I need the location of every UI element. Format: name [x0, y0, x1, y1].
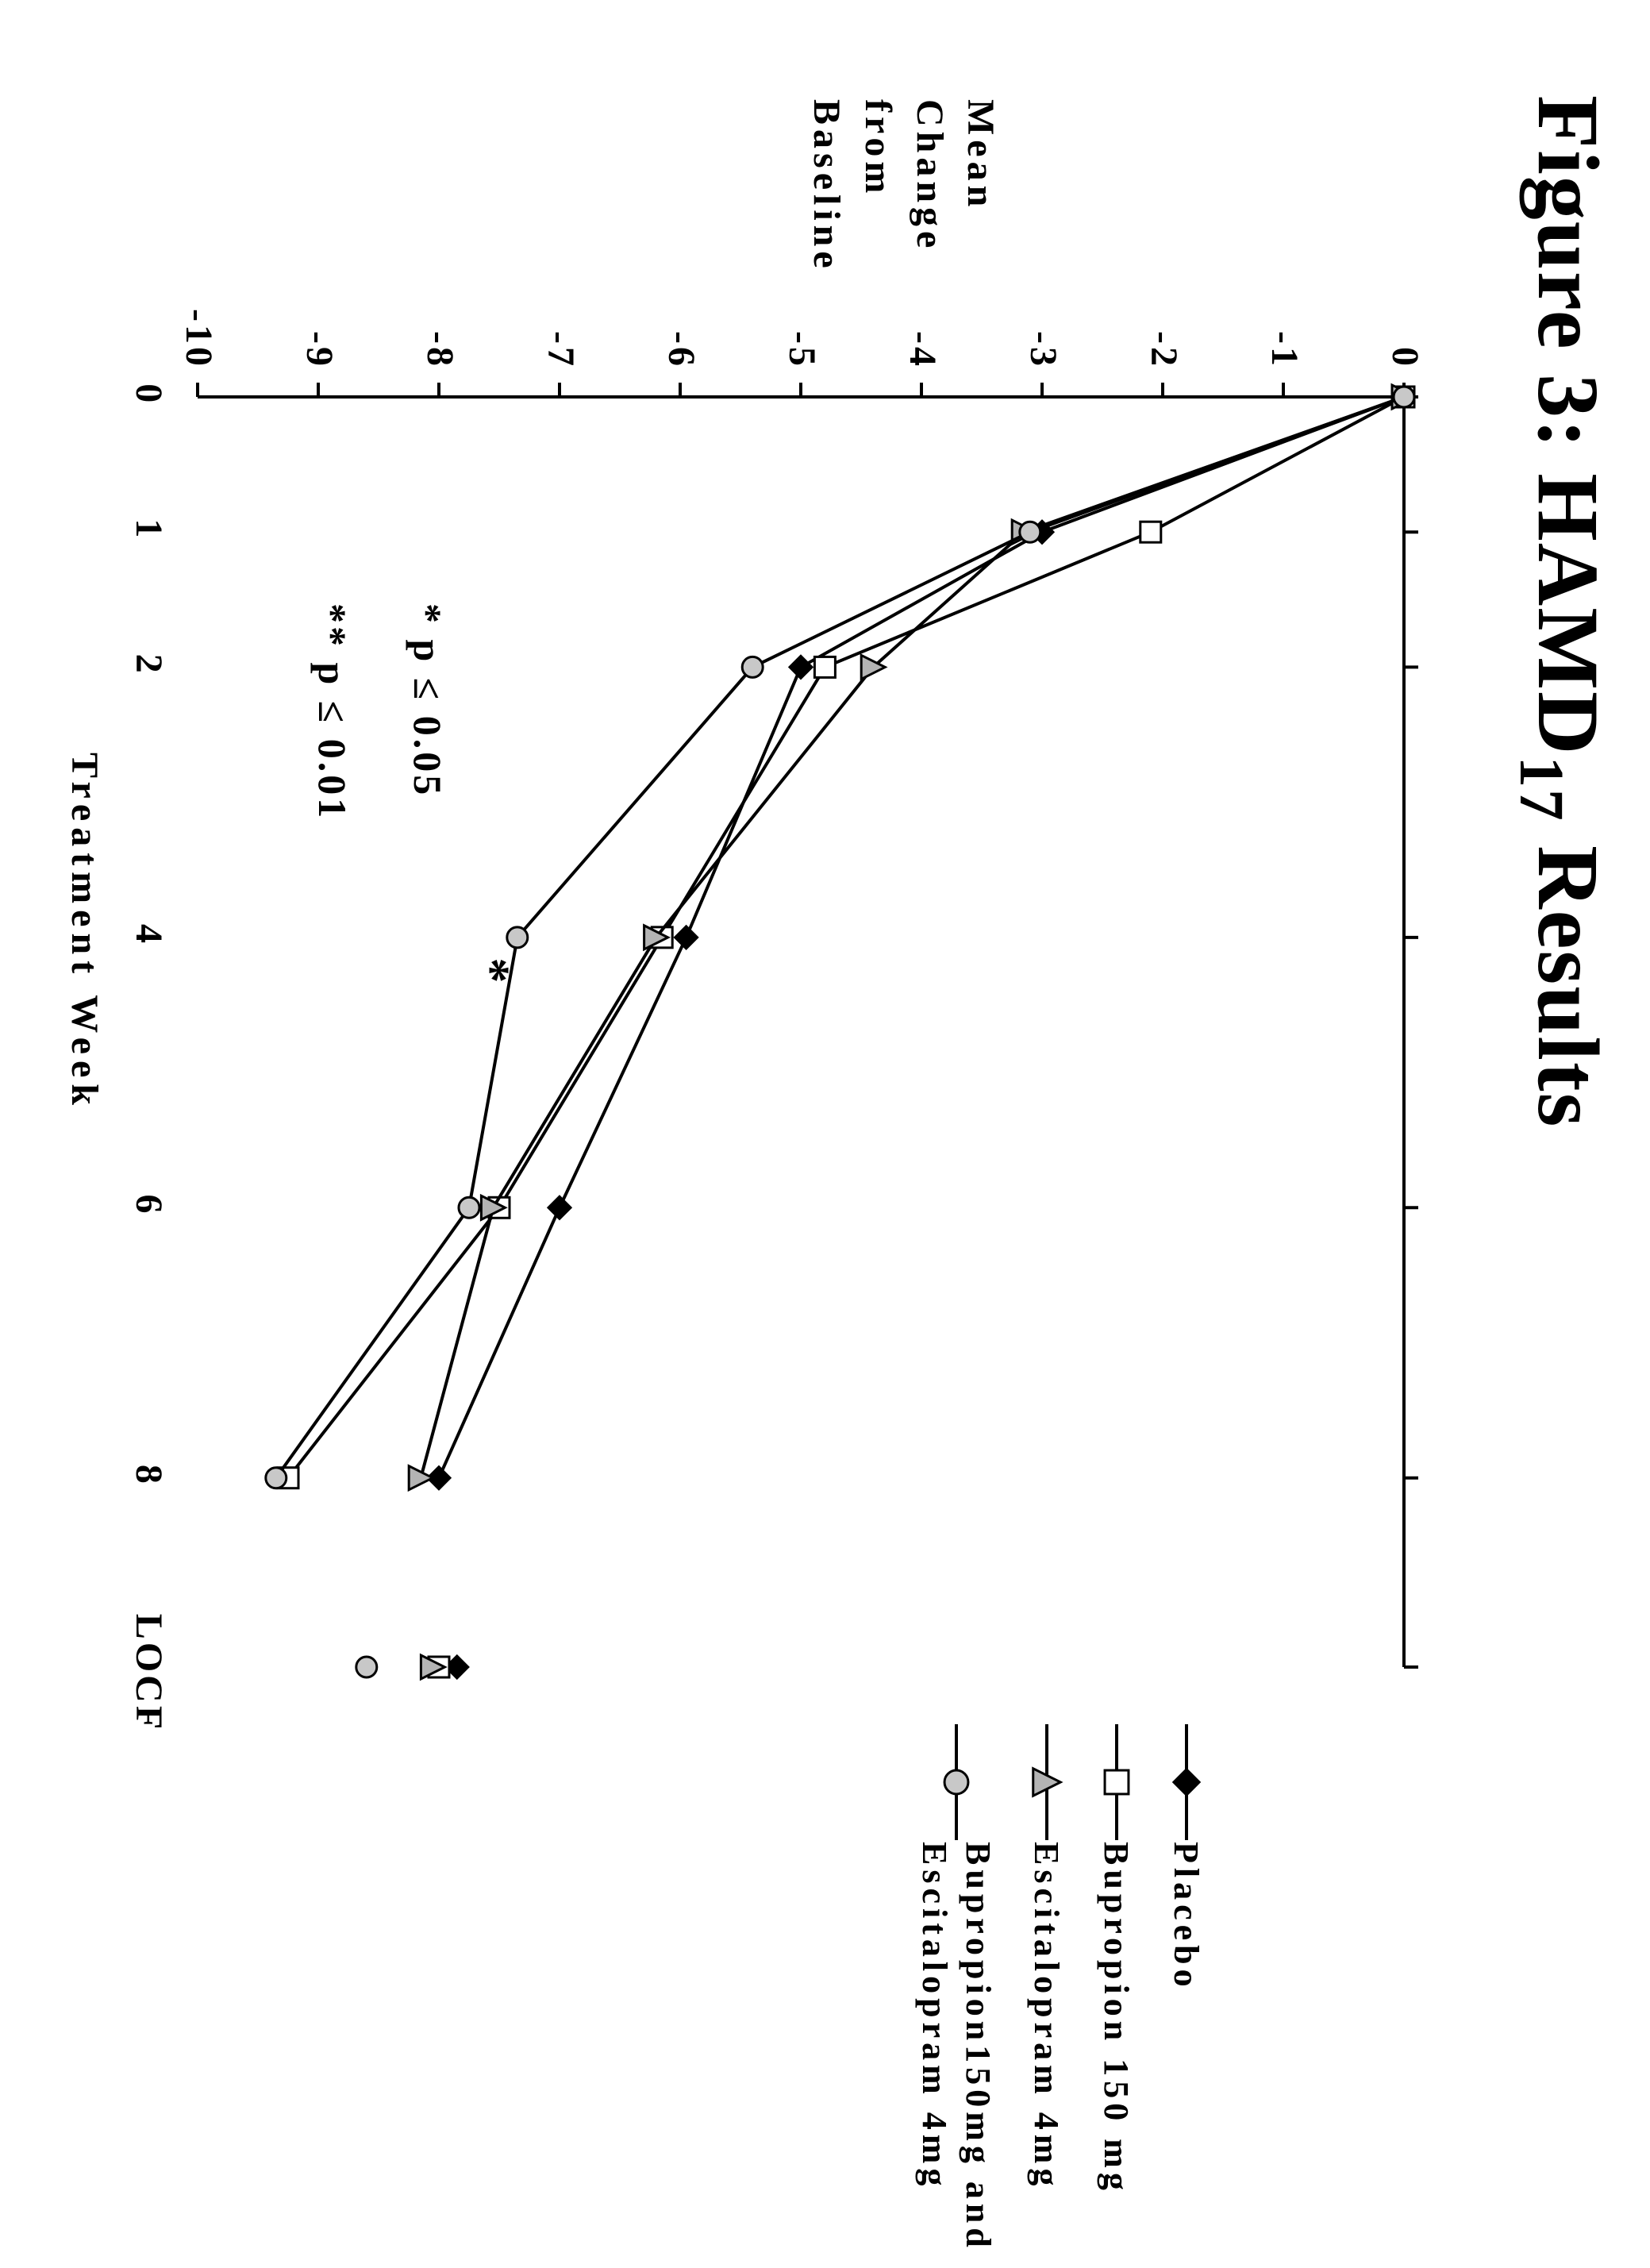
x-tick-label: LOCF: [127, 1614, 171, 1732]
inner-canvas: Figure 3: HAMD17 Results MeanChangefromB…: [0, 0, 1650, 2268]
series-line: [439, 397, 1404, 1478]
marker-circle: [944, 1770, 968, 1794]
y-axis-label-line: Baseline: [800, 99, 852, 273]
legend-item: Bupropion150mg and Escitalopram 4mg: [901, 1723, 1012, 2252]
page: Figure 3: HAMD17 Results MeanChangefromB…: [0, 0, 1650, 1650]
title-subscript: 17: [1506, 756, 1576, 822]
marker-square: [814, 657, 835, 677]
legend-marker: [1023, 1723, 1071, 1842]
y-tick-label: -8: [418, 331, 462, 369]
marker-circle: [459, 1197, 479, 1218]
x-tick-label: 2: [127, 654, 171, 676]
legend-item: Bupropion 150 mg: [1082, 1723, 1152, 2252]
figure-title: Figure 3: HAMD17 Results: [1505, 95, 1618, 1128]
marker-circle: [507, 927, 528, 948]
marker-circle: [1020, 522, 1040, 542]
x-tick-label: 8: [127, 1465, 171, 1487]
legend-label: Bupropion150mg and Escitalopram 4mg: [913, 1842, 1000, 2252]
y-axis-label-line: Change: [903, 99, 955, 273]
legend-label: Bupropion 150 mg: [1095, 1842, 1139, 2195]
series-line: [288, 397, 1404, 1478]
y-tick-label: -6: [660, 331, 703, 369]
legend: Placebo Bupropion 150 mg Escitalopram 4mg B…: [901, 1723, 1221, 2252]
y-tick-label: -7: [539, 331, 583, 369]
marker-square: [1105, 1770, 1129, 1794]
series-line: [276, 397, 1404, 1478]
x-axis-label: Treatment Week: [63, 753, 106, 1111]
x-tick-label: 1: [127, 518, 171, 541]
y-tick-label: -3: [1021, 331, 1065, 369]
x-tick-label: 4: [127, 924, 171, 946]
y-tick-label: -2: [1142, 331, 1186, 369]
p-value-line: * p ≤ 0.05: [380, 603, 475, 821]
marker-circle: [266, 1468, 287, 1488]
y-axis-label: MeanChangefromBaseline: [800, 99, 1006, 273]
title-prefix: Figure 3: HAMD: [1520, 95, 1617, 756]
legend-item: Escitalopram 4mg: [1012, 1723, 1082, 2252]
y-tick-label: -1: [1263, 331, 1306, 369]
plot-area: *: [198, 397, 1404, 1667]
annotation-star: *: [464, 957, 521, 983]
marker-circle: [356, 1657, 377, 1677]
marker-diamond: [548, 1196, 571, 1219]
title-suffix: Results: [1520, 822, 1617, 1129]
marker-circle: [742, 657, 763, 677]
y-axis-label-line: from: [852, 99, 903, 273]
marker-diamond: [675, 926, 698, 949]
legend-marker: [1163, 1723, 1210, 1842]
marker-square: [1140, 522, 1161, 542]
y-tick-label: -4: [901, 331, 944, 369]
y-tick-label: -5: [780, 331, 824, 369]
legend-item: Placebo: [1152, 1723, 1221, 2252]
p-value-line: ** p ≤ 0.01: [285, 603, 380, 821]
x-tick-label: 6: [127, 1194, 171, 1216]
legend-label: Escitalopram 4mg: [1025, 1842, 1069, 2190]
chart-svg: *: [198, 397, 1404, 1667]
marker-circle: [1394, 387, 1414, 407]
legend-marker: [933, 1723, 980, 1842]
series-line: [421, 397, 1404, 1478]
p-value-notes: * p ≤ 0.05** p ≤ 0.01: [285, 603, 475, 821]
x-tick-label: 0: [127, 383, 171, 406]
marker-triangle: [409, 1466, 433, 1490]
y-tick-label: -9: [298, 331, 341, 369]
legend-label: Placebo: [1165, 1842, 1209, 1992]
y-axis-label-line: Mean: [955, 99, 1006, 273]
marker-diamond: [790, 656, 812, 678]
marker-diamond: [1174, 1769, 1199, 1795]
y-tick-label: -10: [177, 309, 221, 369]
legend-marker: [1093, 1723, 1140, 1842]
y-tick-label: 0: [1383, 347, 1427, 369]
